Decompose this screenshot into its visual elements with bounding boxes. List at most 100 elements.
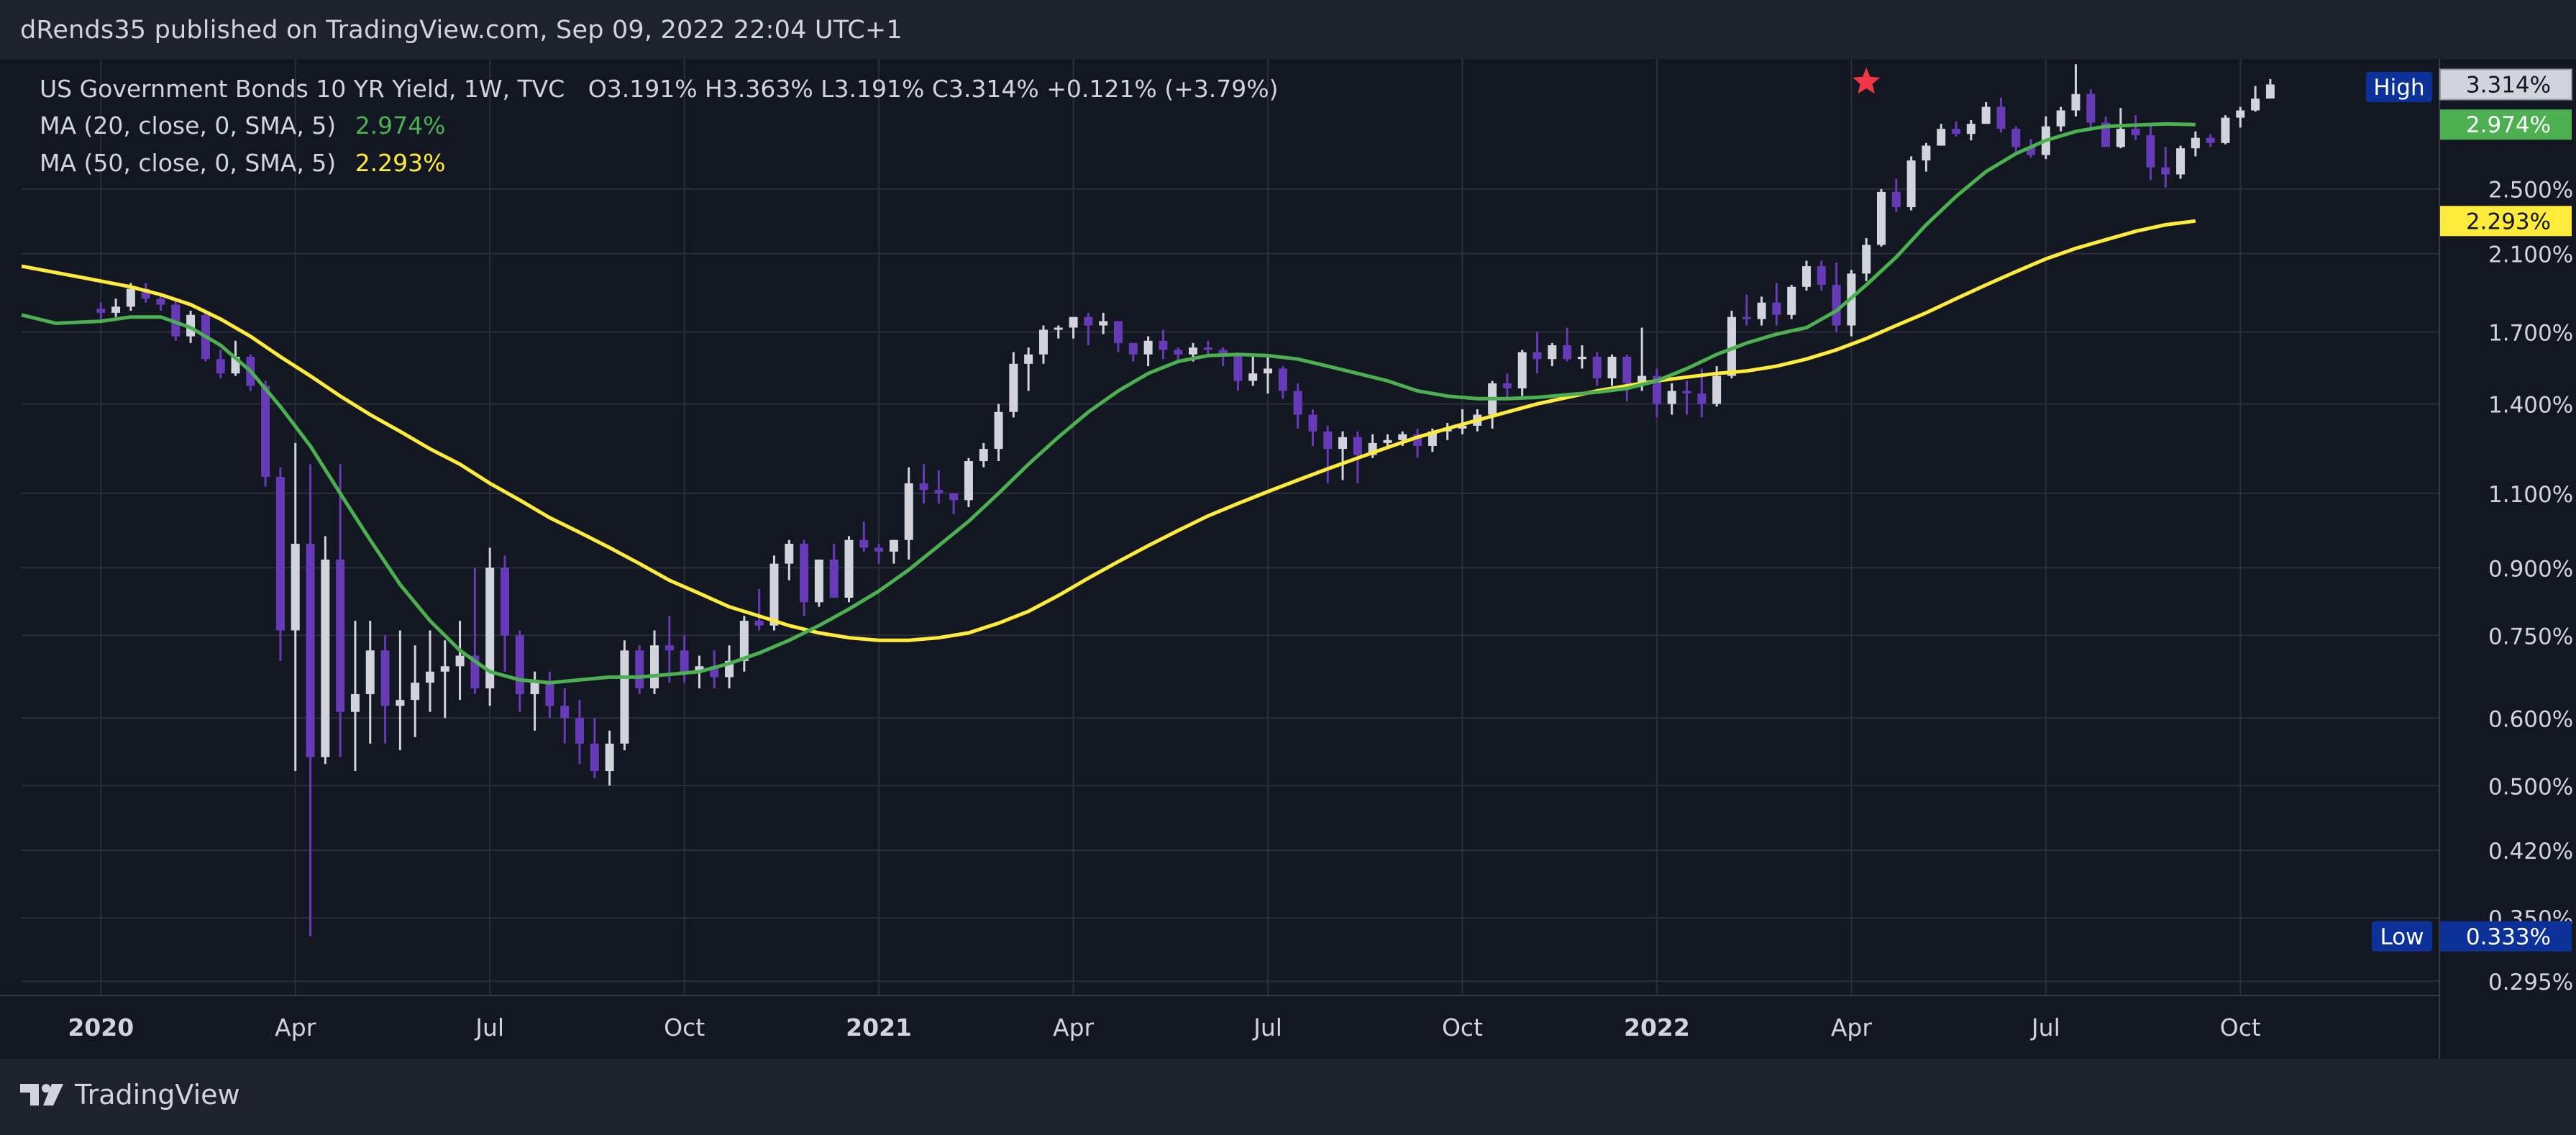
candle-body (1727, 316, 1736, 376)
y-tick-label: 0.420% (2488, 839, 2573, 865)
candle-body (2027, 147, 2036, 155)
candle-body (411, 683, 420, 701)
candle-body (455, 655, 465, 667)
candle-body (1264, 368, 1273, 374)
candle-body (889, 539, 898, 552)
candle-body (2251, 99, 2260, 111)
y-tick-label: 0.900% (2488, 556, 2573, 582)
candle-body (1128, 342, 1138, 355)
candle-body (1233, 354, 1243, 381)
candle-body (1592, 356, 1602, 379)
candle-body (1981, 106, 1991, 124)
footer-bar (0, 1059, 2576, 1135)
y-tick-label: 0.750% (2488, 624, 2573, 649)
candle-body (2116, 129, 2125, 147)
candle-body (1533, 352, 1542, 360)
candle-body (1203, 347, 1212, 350)
candle-body (1143, 340, 1153, 355)
candle-body (949, 493, 959, 501)
candle-body (904, 483, 913, 540)
high-marker-icon (1853, 68, 1881, 94)
tradingview-logo[interactable]: TradingView (20, 1079, 240, 1111)
ma20-price-badge: 2.974% (2440, 109, 2572, 140)
candle-body (1712, 375, 1722, 404)
ma50-price-badge-text: 2.293% (2466, 209, 2551, 234)
low-price-badge-text: 0.333% (2466, 924, 2551, 950)
candle-body (1667, 391, 1676, 404)
legend-ma20-line[interactable]: MA (20, close, 0, SMA, 5) 2.974% (40, 111, 446, 140)
candle-body (306, 544, 315, 757)
candle-body (1099, 321, 1108, 326)
candle-body (2161, 167, 2170, 175)
low-label: Low 0.333% (2372, 921, 2572, 952)
candle-body (1293, 391, 1302, 415)
candle-body (2011, 129, 2021, 147)
candle-body (1502, 383, 1512, 388)
candle-body (336, 559, 345, 712)
high-label-text: High (2373, 75, 2424, 101)
candle-body (1353, 437, 1362, 455)
candle-body (1248, 373, 1258, 381)
candle-body (291, 544, 300, 631)
x-tick-label: 2020 (68, 1013, 134, 1041)
high-label: High (2366, 72, 2432, 102)
candle-body (1801, 266, 1811, 287)
candle-body (2236, 110, 2245, 118)
ma50-price-badge: 2.293% (2440, 206, 2572, 237)
label-layer: 3.314% 2.974% 2.293% High Low 0.333% (1853, 68, 2572, 952)
candle-body (261, 386, 270, 477)
legend-symbol-line[interactable]: US Government Bonds 10 YR Yield, 1W, TVC… (40, 75, 1278, 103)
publish-text: dRends35 published on TradingView.com, S… (20, 16, 903, 45)
ma50-line (21, 219, 2196, 642)
candle-body (1038, 329, 1048, 355)
candle-body (1876, 191, 1886, 245)
x-tick-label: Oct (2220, 1013, 2261, 1041)
high-label-bg (2366, 72, 2432, 102)
chart-panel[interactable]: 0.295% 0.350% 0.420% 0.500% 0.600% 0.750% 0.90… (0, 59, 2576, 1059)
x-tick-label: Oct (1442, 1013, 1483, 1041)
candle-body (1398, 434, 1407, 440)
candle-body (800, 544, 809, 603)
last-price-badge-bg (2439, 68, 2572, 101)
legend-ma50-value: 2.293% (355, 149, 446, 177)
candle-body (859, 539, 869, 548)
candle-body (126, 288, 135, 307)
candle-body (485, 568, 495, 689)
candle-body (321, 559, 330, 757)
candle-body (1323, 431, 1333, 450)
candle-body (964, 461, 973, 501)
candle-body (1832, 285, 1841, 326)
x-tick-label: Apr (1053, 1013, 1095, 1041)
low-price-badge-bg (2440, 921, 2572, 952)
publish-header: dRends35 published on TradingView.com, S… (0, 0, 2576, 59)
candle-body (1891, 191, 1901, 208)
candle-body (1563, 345, 1572, 360)
ma20-line (21, 122, 2196, 685)
x-tick-label: 2022 (1624, 1013, 1690, 1041)
candle-body (1084, 316, 1093, 326)
candle-body (111, 306, 121, 313)
candle-body (275, 476, 285, 631)
grid-layer (22, 59, 2439, 995)
candle-body (874, 547, 884, 552)
candle-body (785, 544, 794, 564)
candle-body (1024, 354, 1033, 364)
y-tick-label: 0.600% (2488, 706, 2573, 732)
candle-body (2086, 94, 2096, 123)
y-tick-label: 1.400% (2488, 393, 2573, 419)
price-chart[interactable]: 0.295%0.350%0.420%0.500%0.600%0.750%0.90… (0, 59, 2576, 1059)
candle-body (620, 650, 629, 744)
legend-ma50-line[interactable]: MA (50, close, 0, SMA, 5) 2.293% (40, 149, 446, 177)
candle-body (1787, 286, 1796, 315)
candle-body (1922, 145, 1931, 161)
low-label-text: Low (2380, 924, 2424, 950)
candle-body (396, 700, 405, 706)
ma-layer (21, 122, 2196, 685)
candle-body (1952, 129, 1961, 135)
candle-body (500, 568, 509, 636)
candle-body (216, 359, 225, 374)
x-tick-label: Jul (1252, 1013, 1282, 1041)
candle-body (1757, 302, 1766, 319)
y-tick-label: 1.100% (2488, 482, 2573, 508)
legend-symbol: US Government Bonds 10 YR Yield, 1W, TVC (40, 75, 565, 103)
